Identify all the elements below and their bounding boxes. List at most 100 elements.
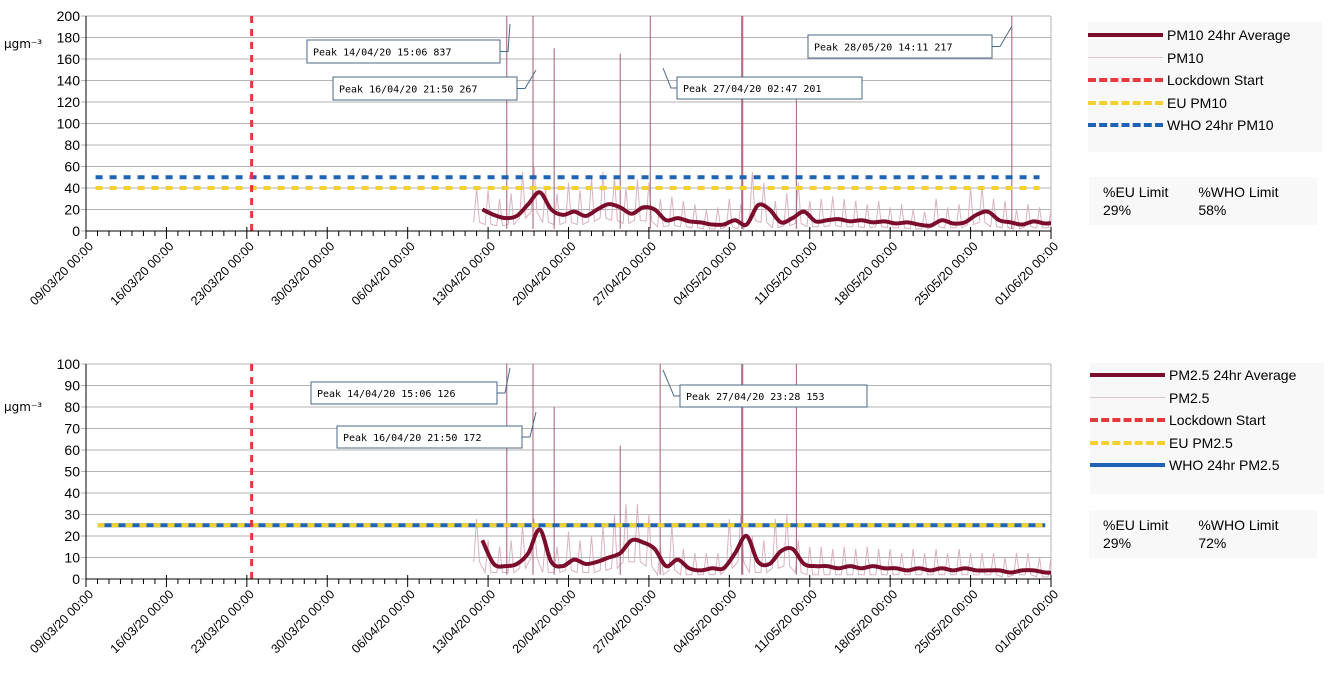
x-tick-label: 23/03/20 00:00 [188, 239, 257, 308]
legend-swatch [1088, 78, 1163, 83]
legend-item-lockdown: Lockdown Start [1090, 409, 1324, 432]
legend-swatch [1088, 33, 1163, 38]
annotation-leader [662, 369, 680, 397]
annotation-text: Peak 16/04/20 21:50 267 [339, 85, 477, 96]
y-tick-label: 80 [64, 399, 80, 415]
legend-item-pm10: PM10 [1088, 47, 1322, 70]
legend-item-who: WHO 24hr PM10 [1088, 114, 1322, 137]
legend-swatch [1090, 463, 1165, 468]
annotation-text: Peak 28/05/20 14:11 217 [814, 43, 952, 54]
legend-item-lockdown: Lockdown Start [1088, 69, 1322, 92]
y-tick-label: 180 [57, 30, 81, 46]
x-tick-label: 16/03/20 00:00 [108, 239, 177, 308]
legend-swatch [1090, 373, 1165, 378]
x-tick-label: 09/03/20 00:00 [27, 587, 96, 656]
legend-item-pm25: PM2.5 [1090, 387, 1324, 410]
y-tick-label: 10 [64, 550, 80, 566]
legend-pm10: PM10 24hr Average PM10 Lockdown Start EU… [1088, 22, 1322, 152]
x-tick-label: 30/03/20 00:00 [268, 587, 337, 656]
annotation-box [306, 39, 501, 64]
y-tick-label: 80 [64, 137, 80, 153]
annotation-text: Peak 14/04/20 15:06 126 [317, 389, 455, 400]
legend-label: Lockdown Start [1169, 412, 1266, 429]
peak-annotation: Peak 27/04/20 23:28 153 [662, 369, 868, 408]
annotation-box [676, 76, 863, 100]
annotation-box [807, 34, 993, 59]
who-limit-value: 72% [1198, 535, 1227, 551]
y-tick-label: 50 [64, 464, 80, 480]
x-tick-label: 11/05/20 00:00 [752, 587, 820, 655]
annotation-box [336, 425, 523, 449]
limit-stats-pm10: %EU Limit 29% %WHO Limit 58% [1089, 177, 1317, 225]
legend-item-eu: EU PM10 [1088, 92, 1322, 115]
eu-limit-value: 29% [1103, 202, 1132, 218]
annotation-leader [522, 411, 537, 438]
y-tick-label: 140 [57, 73, 81, 89]
x-tick-label: 25/05/20 00:00 [912, 239, 981, 308]
x-tick-label: 20/04/20 00:00 [510, 239, 579, 308]
plot-area [97, 364, 1051, 578]
legend-item-pm25-average: PM2.5 24hr Average [1090, 364, 1324, 387]
limit-stats-pm25: %EU Limit 29% %WHO Limit 72% [1089, 510, 1317, 558]
eu-limit-label: %EU Limit [1103, 517, 1169, 533]
plot-area [95, 16, 1051, 231]
legend-swatch [1090, 397, 1165, 399]
y-tick-label: 100 [57, 356, 81, 372]
legend-label: EU PM10 [1167, 94, 1227, 111]
peak-annotation: Peak 28/05/20 14:11 217 [807, 25, 1013, 59]
peak-annotation: Peak 27/04/20 02:47 201 [662, 67, 863, 100]
legend-swatch [1088, 123, 1163, 128]
x-tick-label: 01/06/20 00:00 [992, 239, 1061, 308]
annotation-leader [517, 69, 537, 89]
annotation-leader [500, 23, 511, 52]
y-axis-label: µgm⁻³ [4, 37, 42, 51]
legend-item-pm10-average: PM10 24hr Average [1088, 24, 1322, 47]
pm10-chart: 0 20 40 60 80 100 120 140 160 180 200 µgm⁻³ 09/03/20… [4, 8, 1061, 308]
y-tick-label: 0 [72, 223, 80, 239]
who-limit-value: 58% [1198, 202, 1227, 218]
eu-limit-label: %EU Limit [1103, 184, 1169, 200]
peak-annotation: Peak 14/04/20 15:06 837 [306, 23, 511, 64]
x-tick-label: 30/03/20 00:00 [268, 239, 337, 308]
legend-label: Lockdown Start [1167, 72, 1264, 89]
x-tick-label: 06/04/20 00:00 [349, 587, 418, 656]
x-tick-label: 01/06/20 00:00 [992, 587, 1061, 656]
x-tick-label: 06/04/20 00:00 [349, 239, 418, 308]
annotation-text: Peak 16/04/20 21:50 172 [343, 433, 481, 444]
y-tick-label: 30 [64, 507, 80, 523]
x-tick-label: 23/03/20 00:00 [188, 587, 257, 656]
y-tick-label: 160 [57, 51, 81, 67]
y-tick-label: 100 [57, 116, 81, 132]
x-tick-label: 09/03/20 00:00 [27, 239, 96, 308]
legend-item-eu: EU PM2.5 [1090, 432, 1324, 455]
legend-label: WHO 24hr PM10 [1167, 117, 1274, 134]
x-tick-label: 20/04/20 00:00 [510, 587, 579, 656]
x-tick-label: 13/04/20 00:00 [429, 587, 498, 656]
peak-annotation: Peak 16/04/20 21:50 267 [332, 69, 537, 101]
legend-label: PM10 24hr Average [1167, 27, 1291, 44]
x-tick-label: 18/05/20 00:00 [831, 587, 900, 656]
y-axis-label: µgm⁻³ [4, 400, 42, 414]
legend-pm25: PM2.5 24hr Average PM2.5 Lockdown Start … [1090, 363, 1324, 494]
y-tick-label: 20 [64, 202, 80, 218]
annotation-text: Peak 27/04/20 23:28 153 [686, 392, 824, 403]
x-tick-label: 04/05/20 00:00 [671, 239, 740, 308]
y-tick-label: 60 [64, 442, 80, 458]
annotation-box [310, 381, 498, 405]
who-limit-label: %WHO Limit [1198, 517, 1279, 533]
annotation-text: Peak 27/04/20 02:47 201 [683, 84, 821, 95]
raw-series-line [473, 166, 1051, 231]
x-tick-label: 16/03/20 00:00 [108, 587, 177, 656]
y-tick-label: 40 [64, 485, 80, 501]
annotation-text: Peak 14/04/20 15:06 837 [313, 48, 451, 59]
x-tick-label: 18/05/20 00:00 [831, 239, 900, 308]
legend-swatch [1090, 418, 1165, 423]
peak-annotation: Peak 16/04/20 21:50 172 [336, 411, 537, 449]
annotation-leader [992, 25, 1013, 47]
eu-limit-value: 29% [1103, 535, 1132, 551]
y-tick-label: 90 [64, 378, 80, 394]
annotation-box [332, 76, 518, 101]
x-tick-label: 27/04/20 00:00 [590, 239, 659, 308]
y-tick-label: 20 [64, 528, 80, 544]
x-tick-label: 27/04/20 00:00 [590, 587, 659, 656]
